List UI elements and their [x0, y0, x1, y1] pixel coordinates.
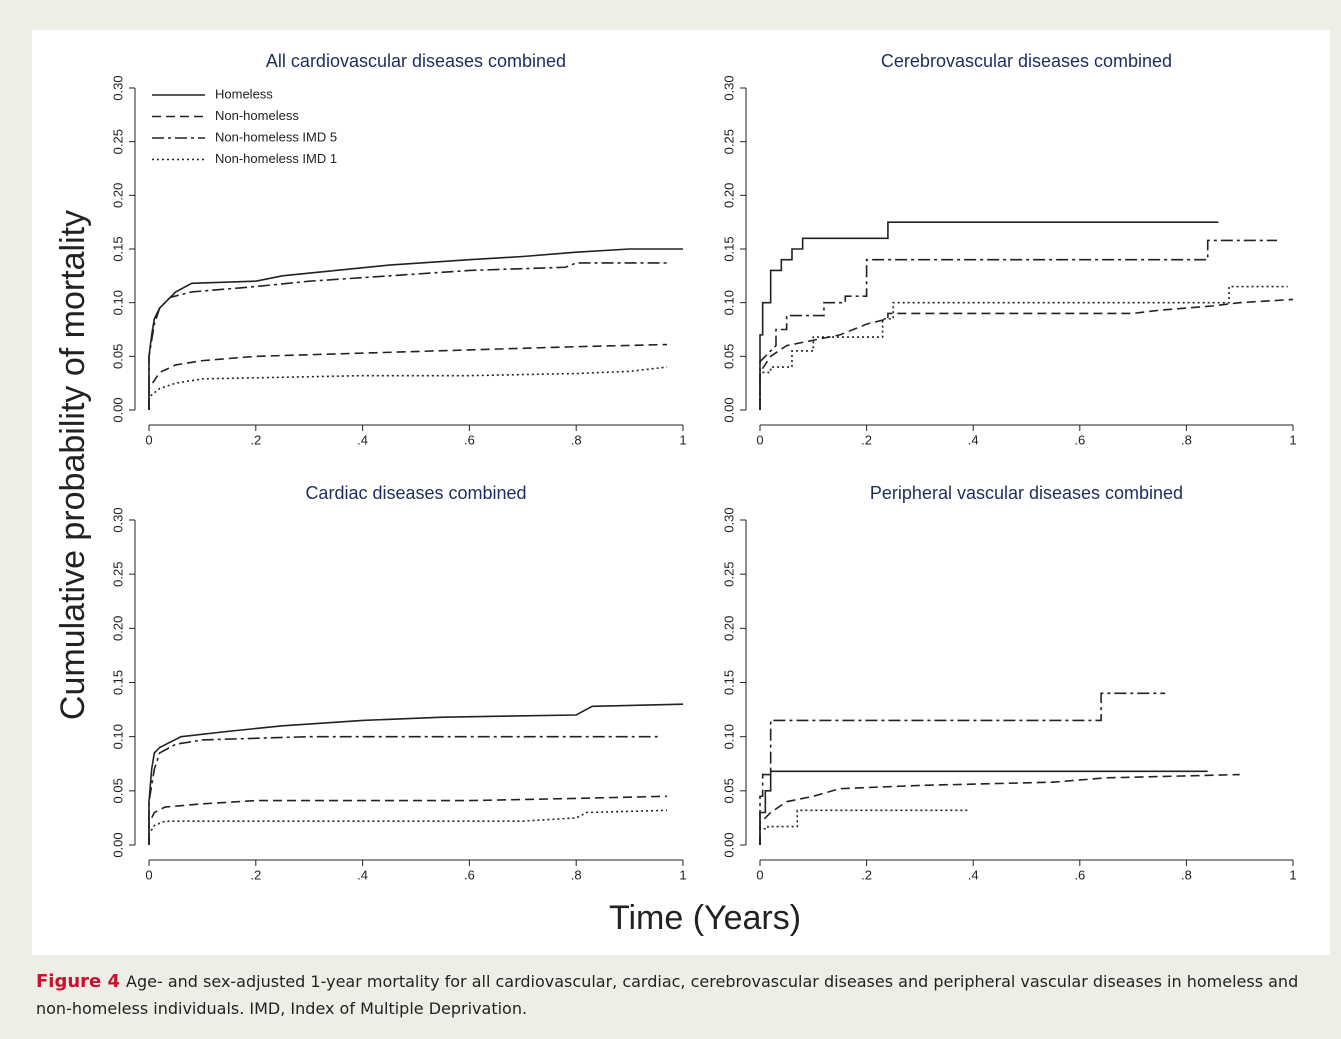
x-tick-label: .4	[968, 867, 979, 882]
series-line	[148, 703, 684, 845]
x-tick-label: 1	[679, 432, 686, 447]
series-line	[148, 366, 668, 410]
x-tick-label: .8	[571, 867, 582, 882]
y-tick-label: 0.20	[721, 183, 736, 208]
legend-label: Non-homeless IMD 5	[215, 129, 337, 144]
x-tick-label: .8	[571, 432, 582, 447]
y-tick-label: 0.10	[110, 724, 125, 749]
y-tick-label: 0.25	[721, 129, 736, 154]
series-line	[759, 692, 1166, 845]
y-tick-label: 0.15	[110, 670, 125, 695]
series-line	[759, 239, 1278, 410]
x-tick-label: .4	[357, 867, 368, 882]
y-tick-label: 0.15	[721, 236, 736, 261]
chart-title: Peripheral vascular diseases combined	[870, 483, 1183, 503]
series-line	[759, 770, 1208, 845]
x-tick-label: .8	[1181, 432, 1192, 447]
chart-title: Cardiac diseases combined	[305, 483, 526, 503]
legend-label: Non-homeless IMD 1	[215, 151, 337, 166]
y-tick-label: 0.20	[110, 183, 125, 208]
legend-label: Non-homeless	[215, 108, 299, 123]
x-tick-label: .2	[250, 432, 261, 447]
x-tick-label: .2	[861, 867, 872, 882]
series-line	[148, 262, 667, 410]
y-tick-label: 0.10	[110, 290, 125, 315]
y-tick-label: 0.25	[721, 562, 736, 587]
y-tick-label: 0.05	[721, 778, 736, 803]
x-tick-label: .6	[1074, 867, 1085, 882]
y-tick-label: 0.25	[110, 129, 125, 154]
series-line	[148, 248, 683, 410]
caption: Figure 4 Age- and sex-adjusted 1-year mor…	[36, 968, 1326, 1022]
x-tick-label: 0	[145, 867, 152, 882]
y-tick-label: 0.15	[721, 670, 736, 695]
series-line	[759, 773, 1240, 845]
caption-label: Figure 4	[36, 971, 121, 992]
y-tick-label: 0.30	[110, 507, 125, 532]
chart: Cumulative probability of mortality Time…	[54, 51, 1297, 937]
y-tick-label: 0.00	[721, 832, 736, 857]
series-line	[148, 735, 662, 845]
series-line	[759, 221, 1219, 410]
chart-title: All cardiovascular diseases combined	[266, 51, 566, 71]
series-line	[148, 343, 667, 410]
y-tick-label: 0.25	[110, 562, 125, 587]
x-tick-label: 0	[756, 867, 763, 882]
y-tick-label: 0.05	[721, 344, 736, 369]
caption-text: Age- and sex-adjusted 1-year mortality f…	[36, 972, 1299, 1018]
y-tick-label: 0.00	[110, 832, 125, 857]
x-tick-label: .2	[861, 432, 872, 447]
y-axis-label: Cumulative probability of mortality	[54, 210, 92, 720]
series-line	[759, 809, 968, 845]
x-tick-label: .4	[968, 432, 979, 447]
legend-label: Homeless	[215, 86, 273, 101]
x-tick-label: .2	[250, 867, 261, 882]
chart-title: Cerebrovascular diseases combined	[881, 51, 1172, 71]
y-tick-label: 0.00	[110, 397, 125, 422]
y-tick-label: 0.15	[110, 236, 125, 261]
x-tick-label: .4	[357, 432, 368, 447]
series-line	[759, 285, 1288, 410]
series-line	[148, 809, 668, 845]
y-tick-label: 0.20	[721, 616, 736, 641]
x-tick-label: 0	[145, 432, 152, 447]
y-tick-label: 0.20	[110, 616, 125, 641]
y-tick-label: 0.10	[721, 724, 736, 749]
x-tick-label: 0	[756, 432, 763, 447]
y-tick-label: 0.05	[110, 778, 125, 803]
y-tick-label: 0.10	[721, 290, 736, 315]
x-axis-label: Time (Years)	[609, 899, 801, 937]
y-tick-label: 0.30	[721, 507, 736, 532]
x-tick-label: 1	[1289, 867, 1296, 882]
series-line	[148, 795, 667, 845]
x-tick-label: .6	[464, 867, 475, 882]
x-tick-label: .8	[1181, 867, 1192, 882]
y-tick-label: 0.30	[721, 75, 736, 100]
y-tick-label: 0.05	[110, 344, 125, 369]
x-tick-label: 1	[1289, 432, 1296, 447]
y-tick-label: 0.30	[110, 75, 125, 100]
series-line	[759, 298, 1294, 410]
x-tick-label: 1	[679, 867, 686, 882]
x-tick-label: .6	[1074, 432, 1085, 447]
x-tick-label: .6	[464, 432, 475, 447]
y-tick-label: 0.00	[721, 397, 736, 422]
